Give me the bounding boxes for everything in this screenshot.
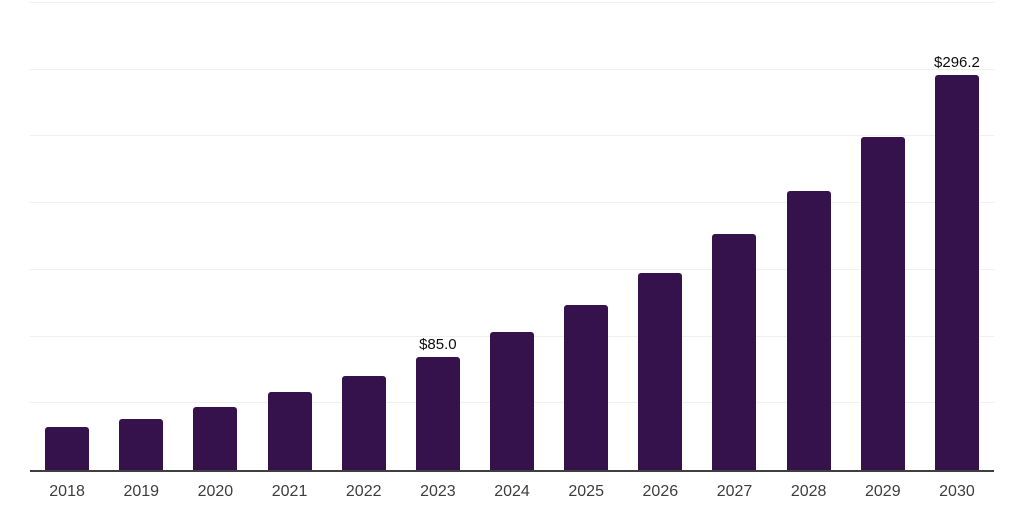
bar-value-label-2023: $85.0 xyxy=(419,335,457,353)
bar-2024 xyxy=(490,332,535,470)
bar-value-label-2030: $296.2 xyxy=(934,53,980,71)
bar-slot-2028 xyxy=(772,3,846,470)
bar-2022 xyxy=(341,376,386,470)
plot-area: $85.0 $296.2 xyxy=(30,2,994,472)
x-axis-labels: 2018 2019 2020 2021 2022 2023 2024 2025 2026 2027… xyxy=(30,482,994,501)
bar-slot-2019 xyxy=(104,3,178,470)
gridline-250 xyxy=(30,135,994,137)
x-tick-2027: 2027 xyxy=(716,483,753,500)
bar-slot-2026 xyxy=(623,3,697,470)
bar-2023: $85.0 xyxy=(415,336,460,470)
x-tick-2024: 2024 xyxy=(494,483,530,500)
bar-2028 xyxy=(786,190,831,470)
x-tick-2025: 2025 xyxy=(568,483,604,500)
gridline-300 xyxy=(30,68,994,70)
bar-slot-2023: $85.0 xyxy=(401,3,475,470)
bar-2019 xyxy=(119,419,164,470)
bar-2025 xyxy=(564,304,609,470)
bar-slot-2018 xyxy=(30,3,104,470)
gridline-150 xyxy=(30,268,994,270)
bar-2021 xyxy=(267,392,312,470)
bar-2029 xyxy=(860,136,905,470)
x-tick-2022: 2022 xyxy=(345,483,382,500)
bar-series: $85.0 $296.2 xyxy=(30,3,994,470)
bar-slot-2027 xyxy=(697,3,771,470)
x-tick-2029: 2029 xyxy=(865,483,901,500)
bar-2030: $296.2 xyxy=(934,54,980,470)
bar-2020 xyxy=(193,406,238,470)
bar-slot-2024 xyxy=(475,3,549,470)
x-tick-2026: 2026 xyxy=(642,483,679,500)
gridline-350 xyxy=(30,2,994,3)
bar-2018 xyxy=(45,427,90,470)
x-tick-2023: 2023 xyxy=(420,483,456,500)
bar-slot-2022 xyxy=(327,3,401,470)
x-tick-2021: 2021 xyxy=(271,483,308,500)
bar-slot-2029 xyxy=(846,3,920,470)
bar-2027 xyxy=(712,234,757,470)
bar-2026 xyxy=(638,273,683,470)
gridline-200 xyxy=(30,202,994,204)
x-tick-2020: 2020 xyxy=(197,483,234,500)
x-tick-2028: 2028 xyxy=(790,483,827,500)
bar-slot-2020 xyxy=(178,3,252,470)
bar-slot-2025 xyxy=(549,3,623,470)
bar-slot-2021 xyxy=(252,3,326,470)
x-tick-2018: 2018 xyxy=(49,483,85,500)
x-tick-2019: 2019 xyxy=(123,483,160,500)
x-tick-2030: 2030 xyxy=(939,483,975,500)
bar-slot-2030: $296.2 xyxy=(920,3,994,470)
